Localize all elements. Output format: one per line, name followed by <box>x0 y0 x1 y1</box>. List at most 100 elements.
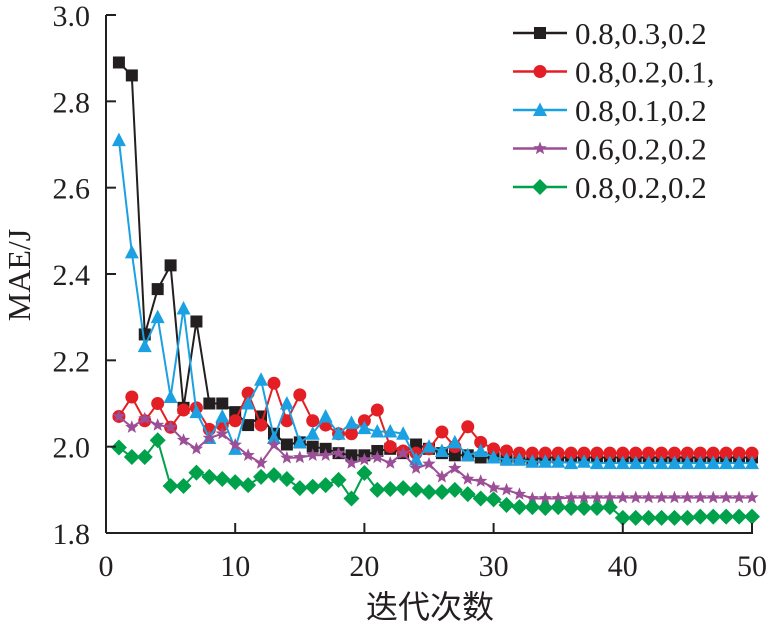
data-point <box>241 448 255 461</box>
data-point <box>357 452 372 466</box>
data-point <box>228 437 242 451</box>
y-tick-label: 2.6 <box>53 173 91 206</box>
data-point <box>719 490 733 504</box>
legend-marker <box>533 102 547 116</box>
data-point <box>693 455 708 470</box>
data-point <box>241 396 256 410</box>
data-point <box>614 509 631 526</box>
data-point <box>564 490 578 504</box>
data-point <box>265 467 282 484</box>
data-point <box>382 480 399 497</box>
data-point <box>162 477 179 494</box>
series-2 <box>112 376 759 460</box>
data-point <box>603 446 617 460</box>
data-point <box>601 499 618 516</box>
data-point <box>446 481 463 498</box>
data-point <box>667 490 682 504</box>
data-point <box>254 372 269 386</box>
legend-marker <box>533 141 547 155</box>
data-point <box>487 442 501 456</box>
legend-item: 0.8,0.1,0.2 <box>513 93 707 128</box>
data-point <box>214 471 231 488</box>
data-point <box>459 486 476 503</box>
data-point <box>512 487 527 500</box>
data-point <box>136 449 153 466</box>
data-point <box>280 438 293 451</box>
data-point <box>500 444 514 458</box>
data-point <box>396 426 411 440</box>
data-point <box>125 420 139 433</box>
data-point <box>576 499 593 516</box>
data-point <box>525 491 539 505</box>
data-point <box>654 490 669 504</box>
data-point <box>680 455 695 470</box>
data-point <box>356 464 373 481</box>
y-tick-label: 3.0 <box>53 0 91 33</box>
data-point <box>202 431 216 444</box>
data-point <box>408 481 425 498</box>
data-point <box>616 446 630 460</box>
data-point <box>589 455 604 470</box>
data-point <box>344 415 359 429</box>
series-5 <box>110 432 760 526</box>
data-point <box>564 455 579 470</box>
data-point <box>473 443 488 457</box>
data-point <box>421 483 437 500</box>
data-point <box>215 408 230 423</box>
data-point <box>189 404 204 419</box>
data-point <box>627 509 644 526</box>
data-point <box>461 420 475 434</box>
y-axis-title: MAE/J <box>1 229 37 321</box>
data-point <box>577 490 591 504</box>
data-point <box>370 403 384 417</box>
data-point <box>318 408 333 423</box>
data-point <box>640 509 657 526</box>
data-point <box>343 490 360 507</box>
legend-marker <box>533 65 547 78</box>
data-point <box>538 454 553 468</box>
data-point <box>422 456 436 470</box>
x-tick-label: 40 <box>608 550 638 583</box>
data-point <box>486 449 501 464</box>
data-point <box>538 446 552 460</box>
x-tick-label: 50 <box>737 550 767 583</box>
data-point <box>267 437 281 451</box>
data-point <box>551 454 566 468</box>
data-point <box>345 449 358 462</box>
data-point <box>370 424 385 438</box>
x-tick-label: 30 <box>479 550 509 583</box>
data-point <box>642 490 656 504</box>
data-point <box>369 481 386 498</box>
y-tick-label: 2.2 <box>53 345 91 378</box>
data-point <box>563 499 580 516</box>
data-point <box>383 456 397 469</box>
data-point <box>550 499 567 516</box>
data-point <box>474 474 488 487</box>
legend-label: 0.6,0.2,0.2 <box>575 132 707 167</box>
data-point <box>330 471 347 488</box>
data-point <box>524 499 541 516</box>
data-point <box>603 490 617 504</box>
data-point <box>719 446 733 460</box>
data-point <box>693 490 707 504</box>
data-point <box>706 446 720 460</box>
data-point <box>254 418 268 432</box>
data-point <box>409 452 424 466</box>
series-4 <box>112 409 759 505</box>
legend-label: 0.8,0.3,0.2 <box>575 16 707 51</box>
data-point <box>653 509 670 526</box>
data-point <box>474 435 488 449</box>
data-point <box>498 496 515 513</box>
data-point <box>344 427 358 441</box>
data-point <box>499 452 514 466</box>
data-point <box>719 455 734 470</box>
data-point <box>538 491 552 505</box>
data-point <box>266 430 281 445</box>
x-tick-label: 0 <box>99 550 114 583</box>
data-point <box>267 376 281 390</box>
data-point <box>176 433 191 446</box>
data-point <box>577 454 592 468</box>
data-point <box>551 491 565 505</box>
data-point <box>175 477 192 494</box>
data-point <box>590 490 604 504</box>
